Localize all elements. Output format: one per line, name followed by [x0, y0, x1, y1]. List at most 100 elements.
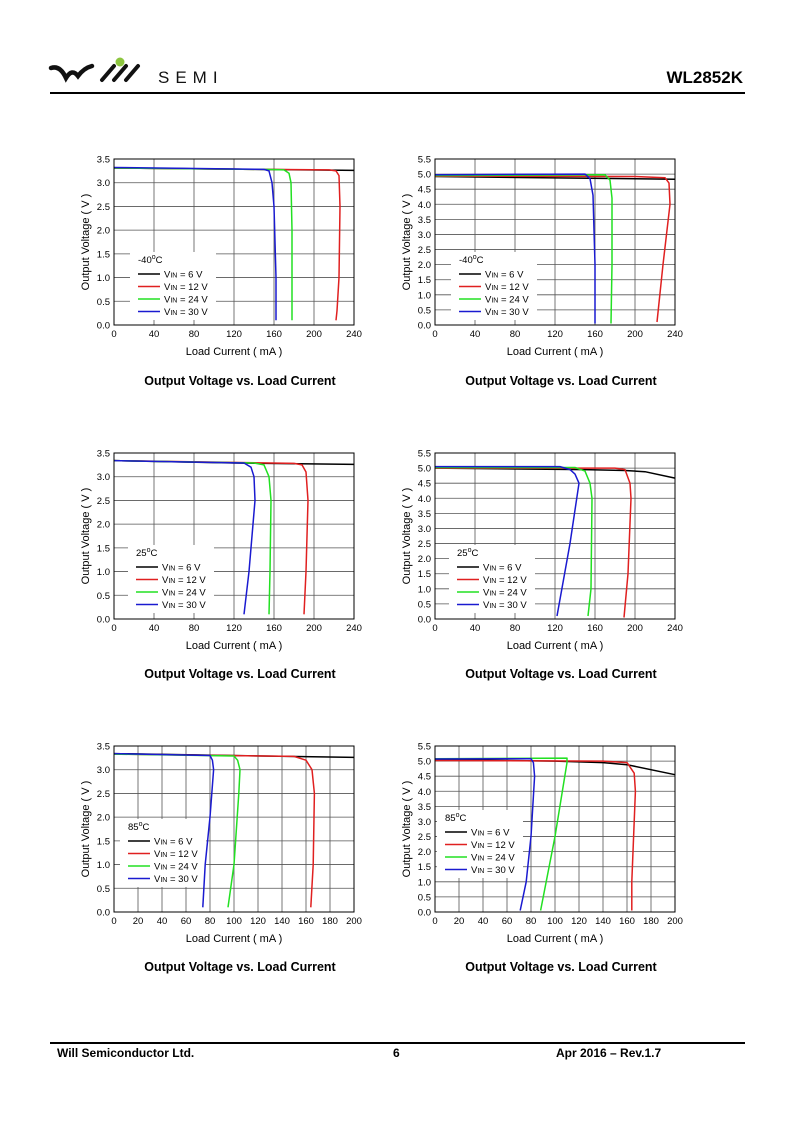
- x-tick-label: 180: [322, 916, 338, 927]
- x-tick-label: 40: [470, 329, 481, 340]
- series-line-30V: [113, 459, 256, 615]
- y-tick-label: 4.0: [418, 200, 431, 211]
- series-line-12V: [434, 175, 671, 323]
- x-tick-label: 120: [250, 916, 266, 927]
- series-line-12V: [113, 459, 309, 615]
- plot-border: [113, 158, 355, 326]
- footer-page-number: 6: [393, 1046, 400, 1060]
- y-tick-label: 3.0: [418, 524, 431, 535]
- y-tick-label: 5.5: [418, 449, 431, 460]
- y-tick-label: 5.0: [418, 464, 431, 475]
- legend-label-12V: VIN = 12 V: [164, 282, 208, 293]
- chart-3: 0.0 0.5 1.0 1.5 2.0 2.5 3.0 3.5 0 40 80 120 160 200 24…: [70, 444, 370, 656]
- x-tick-label: 80: [189, 623, 200, 634]
- y-tick-label: 0.5: [97, 591, 110, 602]
- chart-6: 0.0 0.5 1.0 1.5 2.0 2.5 3.0 3.5 4.0 4.5 5.0 5.5 0 20 4…: [391, 737, 691, 949]
- y-tick-label: 3.5: [97, 155, 110, 166]
- y-axis-label: Output Voltage ( V ): [401, 194, 413, 291]
- y-tick-label: 3.5: [97, 449, 110, 460]
- y-tick-label: 0.5: [97, 297, 110, 308]
- y-tick-label: 0.5: [97, 884, 110, 895]
- legend-temperature: 25oC: [136, 547, 157, 559]
- chart-svg: 0.0 0.5 1.0 1.5 2.0 2.5 3.0 3.5 0 20 40 60 80 100 120 1…: [80, 742, 362, 946]
- legend-label-6V: VIN = 6 V: [154, 837, 193, 848]
- footer-revision: Apr 2016 – Rev.1.7: [556, 1046, 662, 1060]
- x-tick-label: 100: [226, 916, 242, 927]
- plot-border: [113, 745, 355, 913]
- legend-label-12V: VIN = 12 V: [471, 840, 515, 851]
- legend-label-30V: VIN = 30 V: [483, 600, 527, 611]
- legend-temperature: 25oC: [457, 547, 478, 559]
- x-tick-label: 0: [432, 623, 437, 634]
- legend-label-30V: VIN = 30 V: [471, 865, 515, 876]
- chart-title: Output Voltage vs. Load Current: [144, 667, 336, 681]
- legend-label-6V: VIN = 6 V: [471, 828, 510, 839]
- y-tick-label: 5.5: [418, 742, 431, 753]
- series-line-30V: [434, 173, 596, 324]
- y-tick-label: 4.0: [418, 787, 431, 798]
- y-tick-label: 2.5: [97, 789, 110, 800]
- legend-label-30V: VIN = 30 V: [154, 874, 198, 885]
- y-axis-label: Output Voltage ( V ): [401, 781, 413, 878]
- x-tick-label: 0: [111, 623, 116, 634]
- series-line-12V: [434, 759, 637, 911]
- x-axis-label: Load Current ( mA ): [186, 933, 283, 945]
- series-line-12V: [435, 467, 632, 618]
- x-tick-label: 60: [502, 916, 513, 927]
- y-tick-label: 3.0: [97, 178, 110, 189]
- y-tick-label: 5.0: [418, 170, 431, 181]
- x-axis-label: Load Current ( mA ): [507, 933, 604, 945]
- x-tick-label: 120: [547, 329, 563, 340]
- series-line-24V: [435, 466, 593, 617]
- chart-svg: 0.0 0.5 1.0 1.5 2.0 2.5 3.0 3.5 0 40 80 120 160 200 24…: [80, 155, 362, 359]
- y-tick-label: 1.5: [418, 275, 431, 286]
- legend-label-12V: VIN = 12 V: [162, 575, 206, 586]
- x-tick-label: 40: [157, 916, 168, 927]
- y-axis-label: Output Voltage ( V ): [80, 488, 92, 585]
- chart-2: 0.0 0.5 1.0 1.5 2.0 2.5 3.0 3.5 4.0 4.5 5.0 5.5 0 40 8…: [391, 150, 691, 362]
- y-tick-label: 5.5: [418, 155, 431, 166]
- y-tick-label: 0.0: [97, 908, 110, 919]
- series-line-12V: [113, 167, 341, 321]
- y-tick-label: 1.5: [418, 569, 431, 580]
- y-tick-label: 2.5: [97, 496, 110, 507]
- header-divider: [50, 92, 745, 94]
- plot-border: [434, 452, 676, 620]
- x-tick-label: 100: [547, 916, 563, 927]
- y-tick-label: 5.0: [418, 757, 431, 768]
- y-tick-label: 3.5: [97, 742, 110, 753]
- x-tick-label: 200: [346, 916, 362, 927]
- x-tick-label: 240: [667, 623, 683, 634]
- part-number: WL2852K: [666, 68, 743, 87]
- x-tick-label: 240: [346, 329, 362, 340]
- y-tick-label: 2.0: [418, 260, 431, 271]
- y-tick-label: 3.5: [418, 802, 431, 813]
- y-tick-label: 0.5: [418, 892, 431, 903]
- x-tick-label: 0: [111, 916, 116, 927]
- series-line-30V: [435, 465, 580, 617]
- x-tick-label: 200: [627, 329, 643, 340]
- x-tick-label: 200: [306, 329, 322, 340]
- y-tick-label: 3.0: [418, 817, 431, 828]
- y-tick-label: 2.5: [418, 245, 431, 256]
- plot-border: [434, 158, 676, 326]
- legend-label-24V: VIN = 24 V: [154, 862, 198, 873]
- y-tick-label: 0.0: [418, 615, 431, 626]
- legend-label-12V: VIN = 12 V: [154, 849, 198, 860]
- y-tick-label: 0.0: [418, 908, 431, 919]
- x-tick-label: 120: [226, 329, 242, 340]
- y-tick-label: 1.0: [97, 273, 110, 284]
- y-tick-label: 4.5: [418, 772, 431, 783]
- y-tick-label: 1.5: [418, 862, 431, 873]
- y-tick-label: 0.0: [97, 615, 110, 626]
- logo-text: SEMI: [158, 68, 224, 87]
- y-tick-label: 0.5: [418, 305, 431, 316]
- y-tick-label: 2.5: [418, 539, 431, 550]
- y-tick-label: 1.5: [97, 249, 110, 260]
- y-tick-label: 0.0: [97, 321, 110, 332]
- x-tick-label: 200: [667, 916, 683, 927]
- x-tick-label: 180: [643, 916, 659, 927]
- y-tick-label: 1.0: [418, 584, 431, 595]
- x-axis-label: Load Current ( mA ): [507, 640, 604, 652]
- x-tick-label: 240: [346, 623, 362, 634]
